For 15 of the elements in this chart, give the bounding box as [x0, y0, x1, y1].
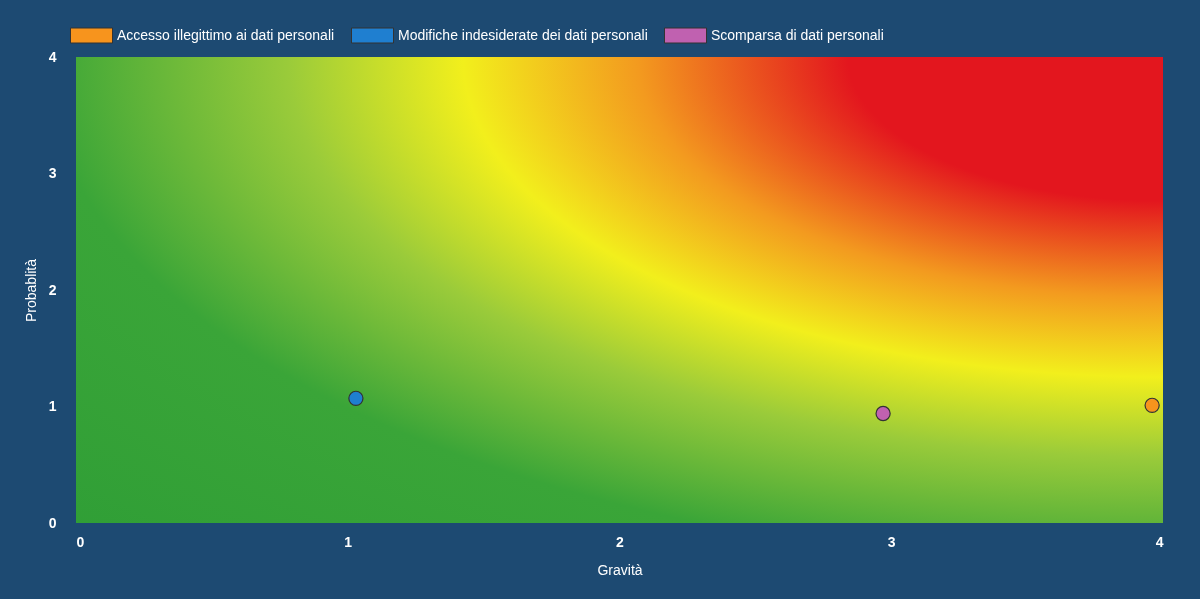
y-axis-title: Probablità — [22, 258, 39, 323]
x-tick-label: 1 — [344, 533, 353, 550]
x-tick-label: 3 — [887, 533, 896, 550]
y-tick-label: 2 — [48, 281, 57, 298]
x-axis-title: Gravità — [597, 561, 643, 578]
legend-label: Accesso illegittimo ai dati personali — [117, 26, 335, 43]
y-tick-label: 1 — [48, 398, 57, 414]
x-tick-label: 2 — [616, 533, 625, 550]
y-tick-label: 4 — [48, 48, 57, 65]
legend-label: Modifiche indesiderate dei dati personali — [398, 26, 648, 43]
y-tick-label: 0 — [48, 514, 57, 531]
legend-label: Scomparsa di dati personali — [711, 26, 884, 43]
y-tick-label: 3 — [48, 165, 57, 181]
x-tick-label: 4 — [1155, 533, 1164, 550]
x-tick-label: 0 — [76, 533, 85, 550]
